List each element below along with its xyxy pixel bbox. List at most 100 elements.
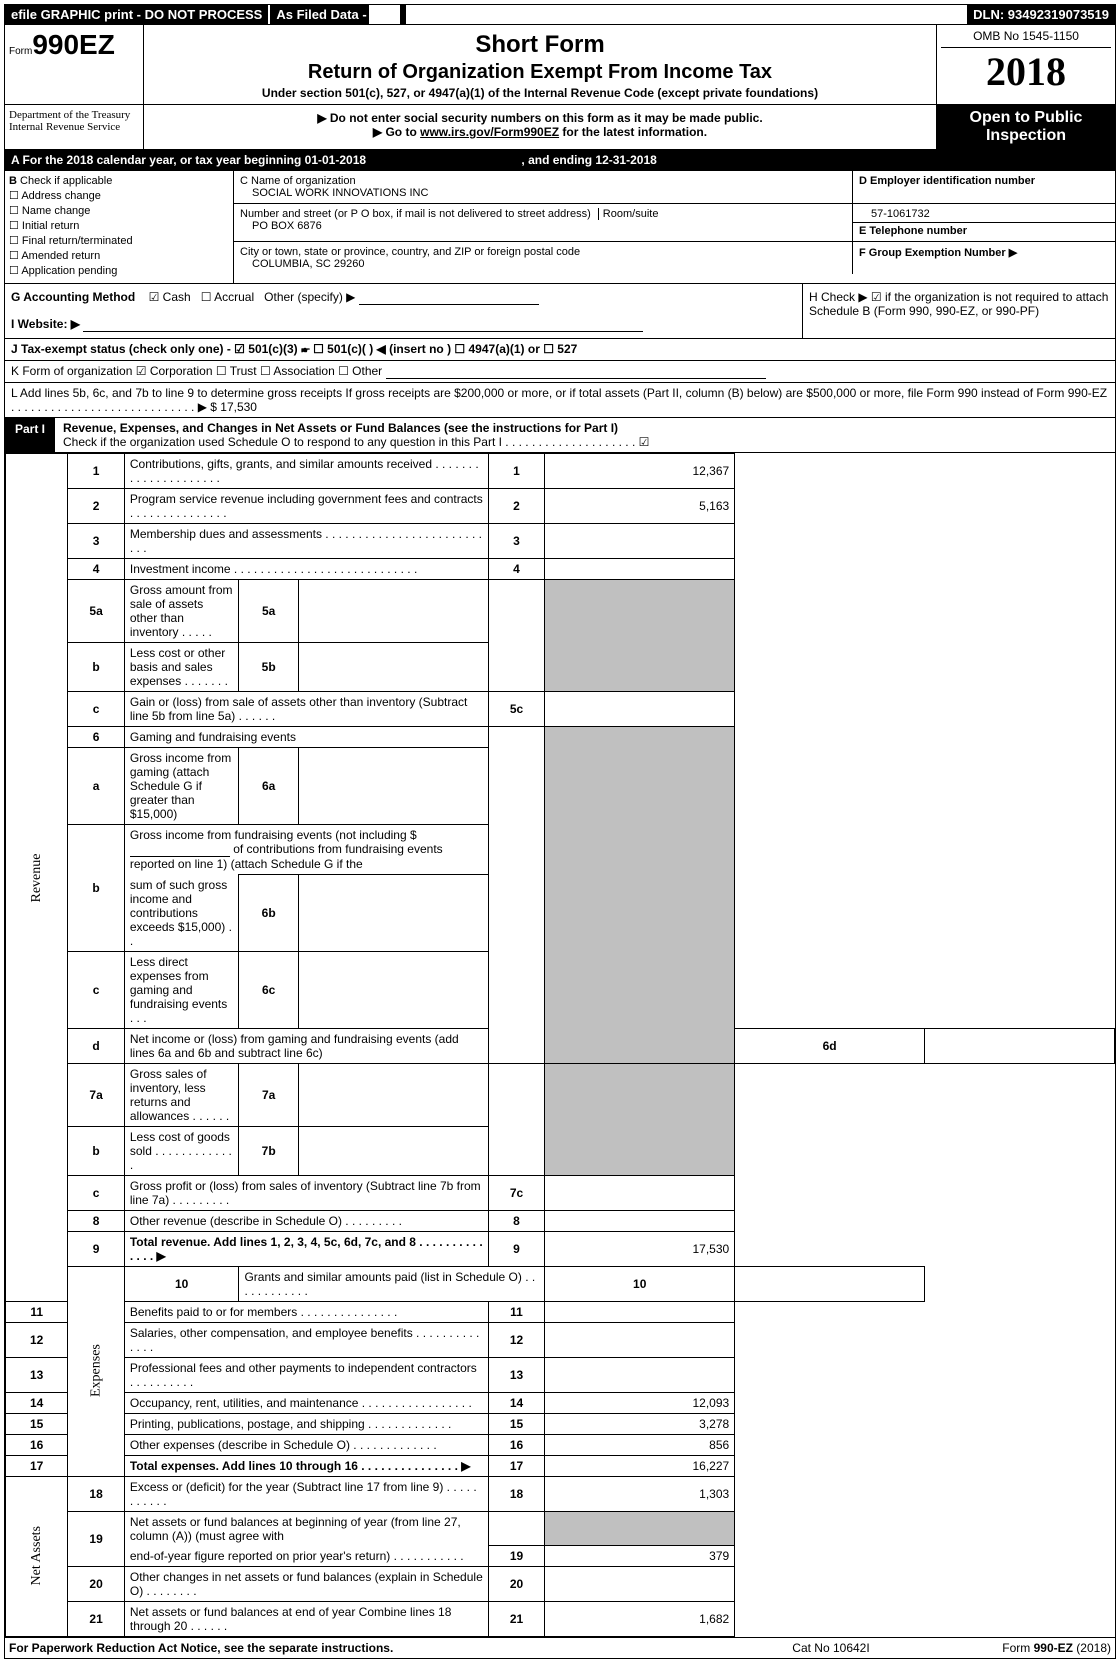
org-address: PO BOX 6876 <box>240 220 846 232</box>
line-2-val: 5,163 <box>545 489 735 524</box>
section-h: H Check ▶ ☑ if the organization is not r… <box>802 284 1115 338</box>
org-name-block: C Name of organization SOCIAL WORK INNOV… <box>234 171 852 203</box>
line-13-val <box>545 1357 735 1392</box>
footer: For Paperwork Reduction Act Notice, see … <box>5 1637 1115 1658</box>
footer-right: Form 990-EZ (2018) <box>931 1641 1111 1655</box>
line-14-desc: Occupancy, rent, utilities, and maintena… <box>124 1392 488 1413</box>
other-org-input[interactable] <box>386 364 766 379</box>
irs-link[interactable]: www.irs.gov/Form990EZ <box>420 125 559 139</box>
line-21-desc: Net assets or fund balances at end of ye… <box>124 1602 488 1637</box>
section-a-end: , and ending 12-31-2018 <box>515 150 662 170</box>
form-title: Return of Organization Exempt From Incom… <box>152 61 928 84</box>
line-7b-desc: Less cost of goods sold . . . . . . . . … <box>124 1126 239 1175</box>
dln: DLN: 93492319073519 <box>967 5 1115 24</box>
section-j: J Tax-exempt status (check only one) - ☑… <box>5 339 1115 361</box>
line-13-desc: Professional fees and other payments to … <box>124 1357 488 1392</box>
part1-label: Part I <box>5 418 55 452</box>
line-4-val <box>545 559 735 580</box>
ein-block: D Employer identification number <box>852 171 1115 203</box>
ein-value: 57-1061732 <box>859 208 1109 220</box>
line-3-desc: Membership dues and assessments . . . . … <box>124 524 488 559</box>
header-row2: Department of the Treasury Internal Reve… <box>5 105 1115 150</box>
check-name-change[interactable]: ☐ Name change <box>9 204 229 217</box>
website-input[interactable] <box>83 317 643 332</box>
org-city: COLUMBIA, SC 29260 <box>240 258 846 270</box>
instructions: ▶ Do not enter social security numbers o… <box>144 105 936 149</box>
line-6c-val <box>298 951 488 1028</box>
line-18-val: 1,303 <box>545 1476 735 1511</box>
section-b: B Check if applicable ☐ Address change ☐… <box>5 171 234 283</box>
short-form-title: Short Form <box>152 31 928 59</box>
part1-table: Revenue 1 Contributions, gifts, grants, … <box>5 453 1115 1637</box>
org-city-block: City or town, state or province, country… <box>234 242 852 274</box>
section-g: G Accounting Method ☑ Cash ☐ Accrual Oth… <box>5 284 802 338</box>
line-5a-val <box>298 580 488 643</box>
line-6a-val <box>298 748 488 825</box>
part1-header: Part I Revenue, Expenses, and Changes in… <box>5 418 1115 453</box>
form-subtitle: Under section 501(c), 527, or 4947(a)(1)… <box>152 86 928 100</box>
tax-year: 2018 <box>941 48 1111 95</box>
line-14-val: 12,093 <box>545 1392 735 1413</box>
check-initial-return[interactable]: ☐ Initial return <box>9 219 229 232</box>
group-exemption-block: F Group Exemption Number ▶ <box>852 242 1115 274</box>
footer-left: For Paperwork Reduction Act Notice, see … <box>9 1641 731 1655</box>
line-17-val: 16,227 <box>545 1455 735 1476</box>
check-cash[interactable]: ☑ Cash <box>149 290 191 304</box>
line-5c-val <box>545 692 735 727</box>
check-final-return[interactable]: ☐ Final return/terminated <box>9 234 229 247</box>
omb-number: OMB No 1545-1150 <box>941 29 1111 48</box>
line-15-desc: Printing, publications, postage, and shi… <box>124 1413 488 1434</box>
line-2-desc: Program service revenue including govern… <box>124 489 488 524</box>
line-21-val: 1,682 <box>545 1602 735 1637</box>
ein-phone-block: 57-1061732 E Telephone number <box>852 204 1115 241</box>
line-19-val: 379 <box>545 1546 735 1567</box>
line-9-val: 17,530 <box>545 1231 735 1266</box>
check-application-pending[interactable]: ☐ Application pending <box>9 264 229 277</box>
line-8-val <box>545 1210 735 1231</box>
line-3-val <box>545 524 735 559</box>
side-netassets: Net Assets <box>6 1476 68 1637</box>
line-1-val: 12,367 <box>545 454 735 489</box>
header-center: Short Form Return of Organization Exempt… <box>144 25 936 104</box>
line-6b-desc2: sum of such gross income and contributio… <box>124 875 239 952</box>
part1-title: Revenue, Expenses, and Changes in Net As… <box>63 421 618 435</box>
website-label: I Website: ▶ <box>11 317 80 331</box>
org-address-block: Number and street (or P O box, if mail i… <box>234 204 852 241</box>
org-name: SOCIAL WORK INNOVATIONS INC <box>240 187 846 199</box>
side-revenue: Revenue <box>6 454 68 1302</box>
form-id: Form990EZ <box>5 25 144 104</box>
as-filed-box <box>369 5 400 24</box>
header: Form990EZ Short Form Return of Organizat… <box>5 25 1115 105</box>
line-19-desc: end-of-year figure reported on prior yea… <box>124 1546 488 1567</box>
line-11-desc: Benefits paid to or for members . . . . … <box>124 1301 488 1322</box>
line-19a-desc: Net assets or fund balances at beginning… <box>124 1511 488 1546</box>
line-20-val <box>545 1567 735 1602</box>
check-address-change[interactable]: ☐ Address change <box>9 189 229 202</box>
section-l: L Add lines 5b, 6c, and 7b to line 9 to … <box>5 383 1115 418</box>
department: Department of the Treasury Internal Reve… <box>5 105 144 149</box>
line-15-val: 3,278 <box>545 1413 735 1434</box>
line-5a-desc: Gross amount from sale of assets other t… <box>124 580 239 643</box>
line-6a-desc: Gross income from gaming (attach Schedul… <box>124 748 239 825</box>
line-10-desc: Grants and similar amounts paid (list in… <box>239 1266 545 1301</box>
side-expenses: Expenses <box>68 1266 125 1476</box>
line-7a-desc: Gross sales of inventory, less returns a… <box>124 1063 239 1126</box>
line-5c-desc: Gain or (loss) from sale of assets other… <box>124 692 488 727</box>
line-6d-val <box>925 1028 1115 1063</box>
line-7b-val <box>298 1126 488 1175</box>
line-12-desc: Salaries, other compensation, and employ… <box>124 1322 488 1357</box>
section-a-begin: A For the 2018 calendar year, or tax yea… <box>5 150 372 170</box>
section-a-row: A For the 2018 calendar year, or tax yea… <box>5 150 1115 171</box>
line-12-val <box>545 1322 735 1357</box>
check-accrual[interactable]: ☐ Accrual <box>201 290 254 304</box>
other-method-input[interactable] <box>359 290 539 305</box>
check-amended-return[interactable]: ☐ Amended return <box>9 249 229 262</box>
open-to-public: Open to Public Inspection <box>936 105 1115 149</box>
line-10-val <box>735 1266 925 1301</box>
line-9-desc: Total revenue. Add lines 1, 2, 3, 4, 5c,… <box>124 1231 488 1266</box>
line-20-desc: Other changes in net assets or fund bala… <box>124 1567 488 1602</box>
section-bcdef: B Check if applicable ☐ Address change ☐… <box>5 171 1115 284</box>
section-gh: G Accounting Method ☑ Cash ☐ Accrual Oth… <box>5 284 1115 339</box>
line-6b-desc1: Gross income from fundraising events (no… <box>124 825 488 875</box>
efile-notice: efile GRAPHIC print - DO NOT PROCESS <box>5 5 268 24</box>
